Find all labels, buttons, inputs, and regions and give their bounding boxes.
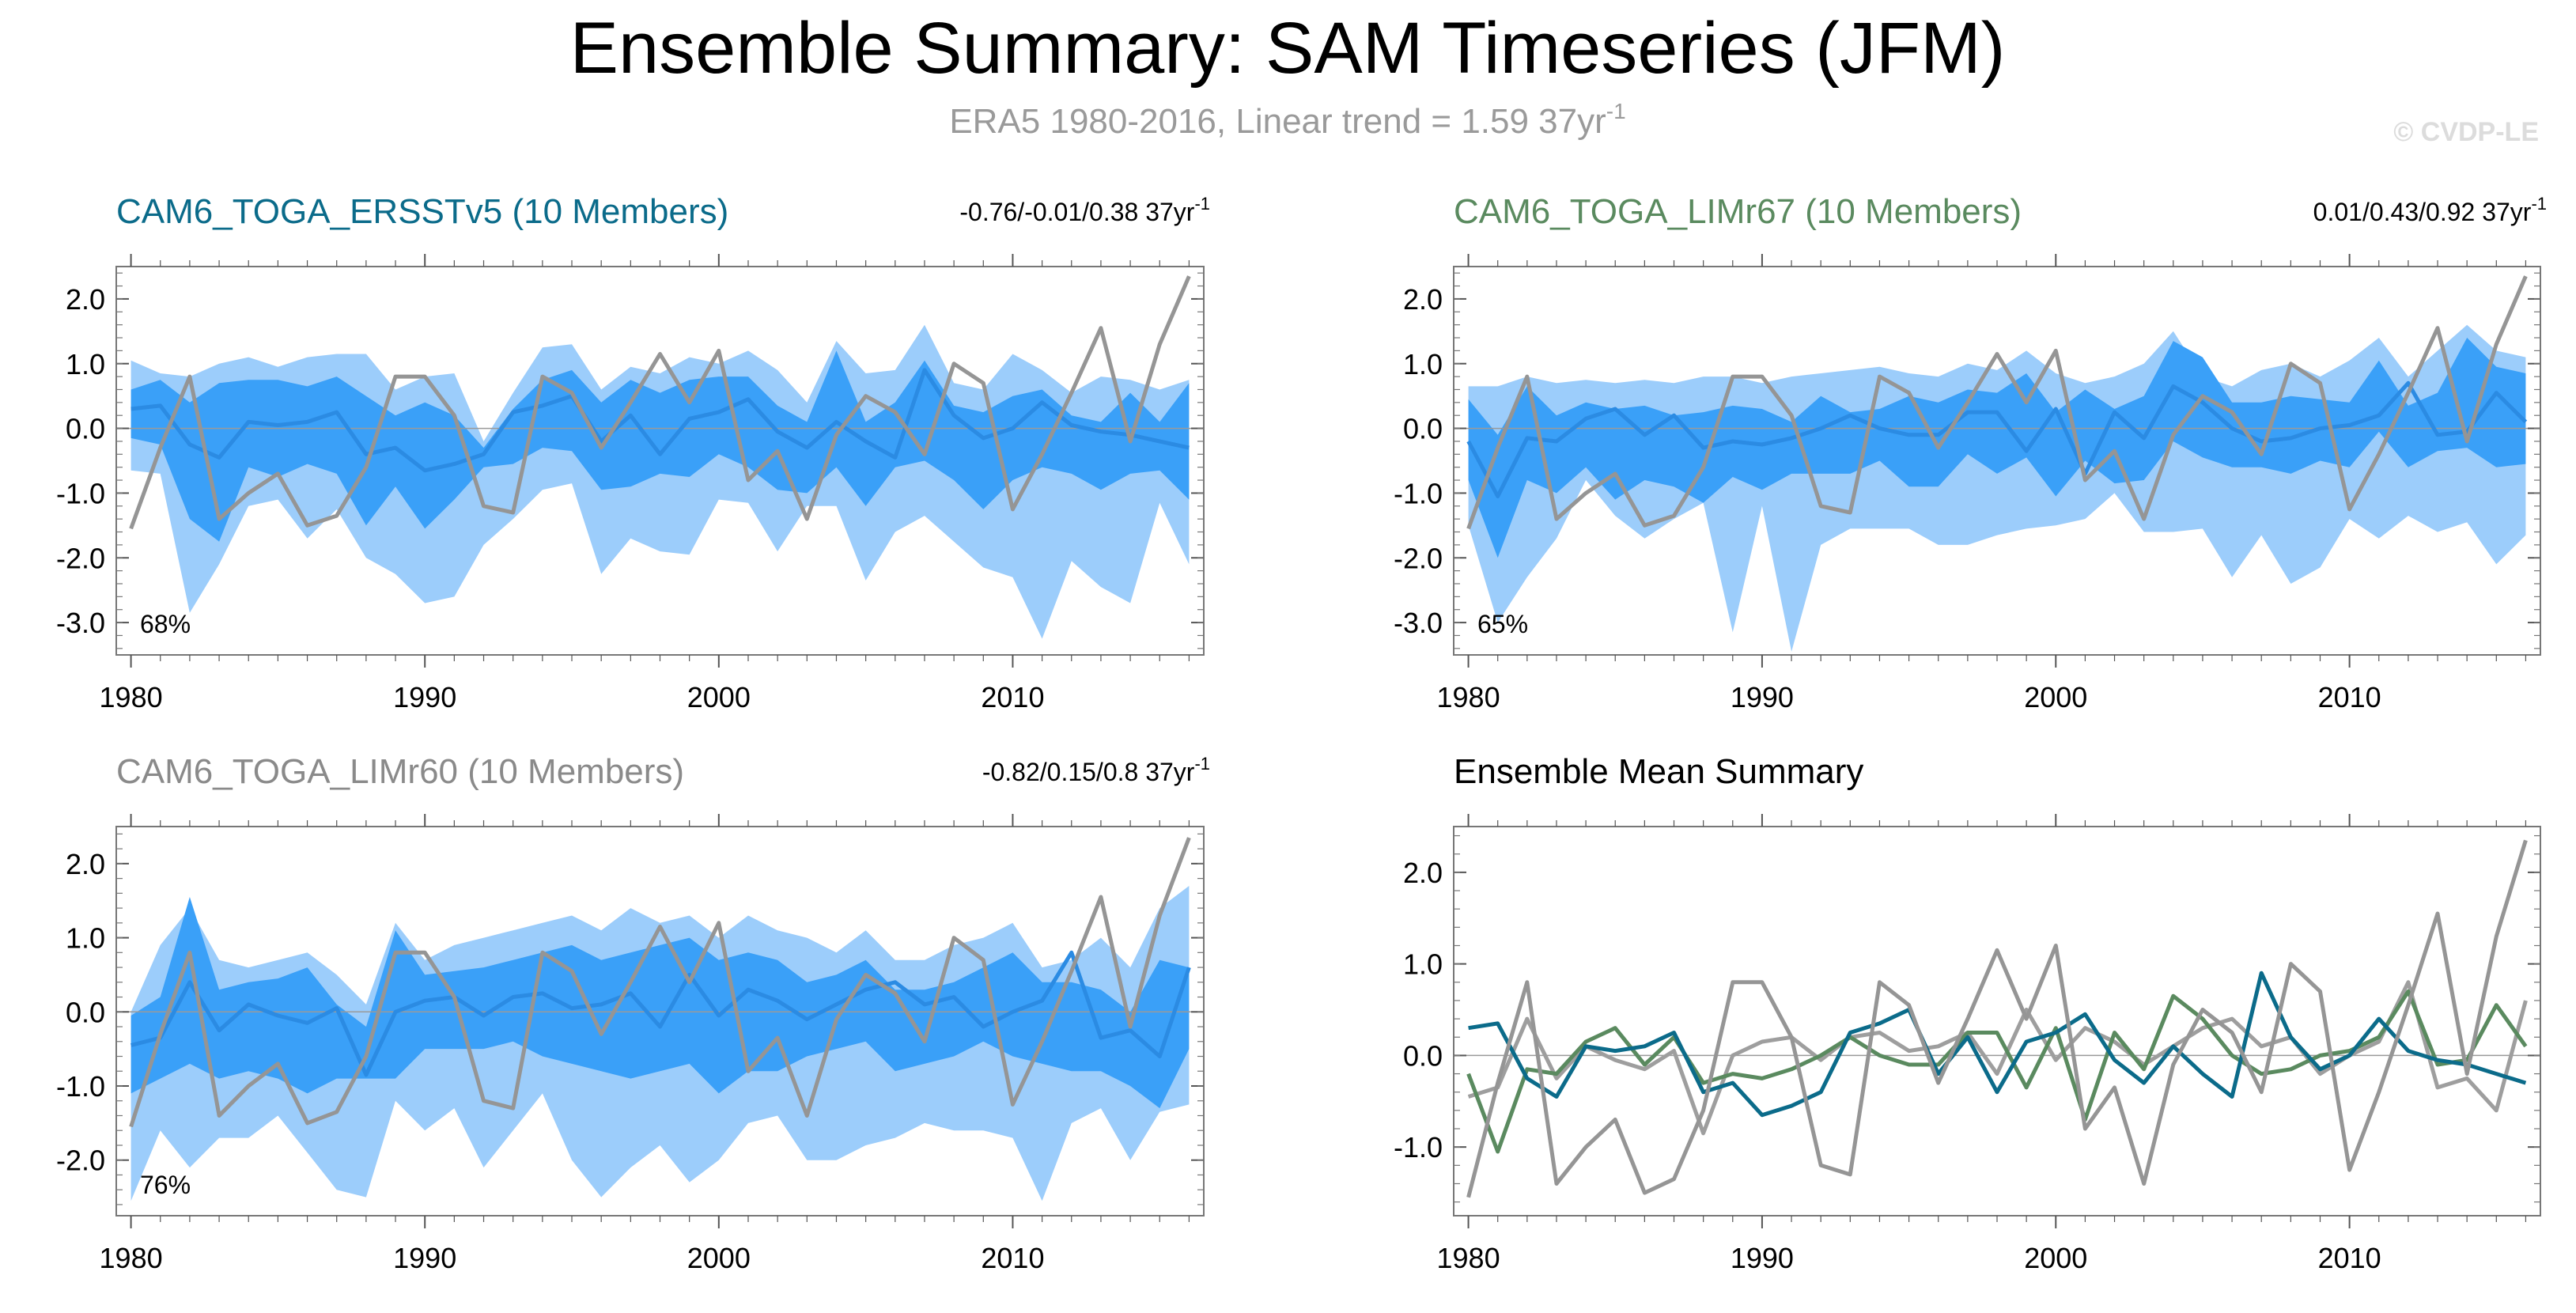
x-tick-label: 1980 bbox=[1437, 681, 1500, 713]
x-tick-label: 1990 bbox=[1731, 681, 1794, 713]
observed-line bbox=[1466, 275, 2528, 530]
x-tick-label: 1990 bbox=[393, 681, 456, 713]
spread-band-inner bbox=[1468, 338, 2526, 558]
y-tick-label: -1.0 bbox=[56, 477, 105, 509]
panel-title: Ensemble Mean Summary bbox=[1454, 752, 1863, 791]
y-tick-label: -2.0 bbox=[56, 542, 105, 574]
plot-area bbox=[116, 837, 1204, 1201]
x-tick-label: 2010 bbox=[2318, 681, 2381, 713]
y-tick-label: 2.0 bbox=[66, 848, 105, 880]
y-tick-label: 0.0 bbox=[1403, 413, 1443, 445]
x-tick-label: 2010 bbox=[981, 681, 1044, 713]
observed-line bbox=[129, 837, 1191, 1128]
y-tick-label: 0.0 bbox=[1403, 1039, 1443, 1072]
panel-3: CAM6_TOGA_LIMr60 (10 Members) -0.82/0.15/… bbox=[56, 752, 1210, 1274]
figure-subtitle: ERA5 1980-2016, Linear trend = 1.59 37yr… bbox=[949, 99, 1625, 141]
y-tick-label: 1.0 bbox=[66, 922, 105, 955]
ensemble-mean-line bbox=[130, 950, 1191, 1077]
y-tick-label: -2.0 bbox=[56, 1145, 105, 1177]
x-tick-label: 1980 bbox=[100, 681, 163, 713]
y-tick-label: 2.0 bbox=[66, 283, 105, 316]
x-tick-label: 1990 bbox=[393, 1242, 456, 1274]
y-tick-label: -3.0 bbox=[56, 607, 105, 639]
y-tick-label: -3.0 bbox=[1394, 607, 1443, 639]
watermark: © CVDP-LE bbox=[2393, 117, 2539, 147]
series-line-limr67 bbox=[1466, 989, 2528, 1154]
y-tick-label: 2.0 bbox=[1403, 857, 1443, 889]
observed-line bbox=[129, 275, 1191, 530]
series-line-era5 bbox=[1466, 839, 2528, 1198]
y-tick-label: -1.0 bbox=[56, 1070, 105, 1103]
x-tick-label: 1990 bbox=[1731, 1242, 1794, 1274]
spread-band-inner bbox=[131, 350, 1190, 542]
y-tick-label: 1.0 bbox=[1403, 348, 1443, 380]
spread-band-outer bbox=[131, 324, 1190, 639]
ensemble-mean-line bbox=[131, 368, 1190, 473]
series-line-ersstv5 bbox=[1468, 971, 2527, 1118]
y-tick-label: 0.0 bbox=[66, 413, 105, 445]
trend-label: -0.76/-0.01/0.38 37yr-1 bbox=[959, 194, 1210, 226]
y-tick-label: -1.0 bbox=[1394, 477, 1443, 509]
y-tick-label: 2.0 bbox=[1403, 283, 1443, 316]
percent-label: 68% bbox=[140, 610, 191, 638]
panel-title: CAM6_TOGA_LIMr60 (10 Members) bbox=[116, 752, 684, 791]
x-tick-label: 1980 bbox=[100, 1242, 163, 1274]
x-tick-label: 1980 bbox=[1437, 1242, 1500, 1274]
plot-area bbox=[1454, 839, 2540, 1198]
subtitle-main: ERA5 1980-2016, Linear trend = 1.59 37yr bbox=[949, 102, 1606, 141]
x-tick-label: 2000 bbox=[2024, 681, 2087, 713]
subtitle-exponent: -1 bbox=[1606, 99, 1626, 123]
panel-title: CAM6_TOGA_ERSSTv5 (10 Members) bbox=[116, 192, 728, 231]
x-tick-label: 2000 bbox=[2024, 1242, 2087, 1274]
trend-label: -0.82/0.15/0.8 37yr-1 bbox=[982, 754, 1210, 786]
trend-label: 0.01/0.43/0.92 37yr-1 bbox=[2313, 194, 2547, 226]
x-tick-label: 2010 bbox=[2318, 1242, 2381, 1274]
percent-label: 65% bbox=[1477, 610, 1528, 638]
panels: CAM6_TOGA_ERSSTv5 (10 Members) -0.76/-0.0… bbox=[56, 192, 2547, 1274]
figure-title: Ensemble Summary: SAM Timeseries (JFM) bbox=[570, 8, 2006, 89]
y-tick-label: -2.0 bbox=[1394, 542, 1443, 574]
series-line-limr60 bbox=[1467, 980, 2528, 1136]
panel-2: CAM6_TOGA_LIMr67 (10 Members) 0.01/0.43/0… bbox=[1394, 192, 2547, 713]
y-tick-label: -1.0 bbox=[1394, 1131, 1443, 1164]
x-tick-label: 2010 bbox=[981, 1242, 1044, 1274]
y-tick-label: 1.0 bbox=[66, 348, 105, 380]
percent-label: 76% bbox=[140, 1171, 191, 1199]
panel-title: CAM6_TOGA_LIMr67 (10 Members) bbox=[1454, 192, 2022, 231]
y-tick-label: 0.0 bbox=[66, 996, 105, 1028]
spread-band-inner bbox=[131, 897, 1190, 1109]
x-tick-label: 2000 bbox=[687, 681, 751, 713]
x-tick-label: 2000 bbox=[687, 1242, 751, 1274]
y-tick-label: 1.0 bbox=[1403, 948, 1443, 981]
panel-1: CAM6_TOGA_ERSSTv5 (10 Members) -0.76/-0.0… bbox=[56, 192, 1210, 713]
plot-area bbox=[116, 275, 1204, 639]
ensemble-mean-line bbox=[1466, 380, 2528, 498]
plot-area bbox=[1454, 275, 2540, 652]
panel-4: Ensemble Mean Summary -1.0 0.0 1.0 2.0 1980 19… bbox=[1394, 752, 2541, 1274]
